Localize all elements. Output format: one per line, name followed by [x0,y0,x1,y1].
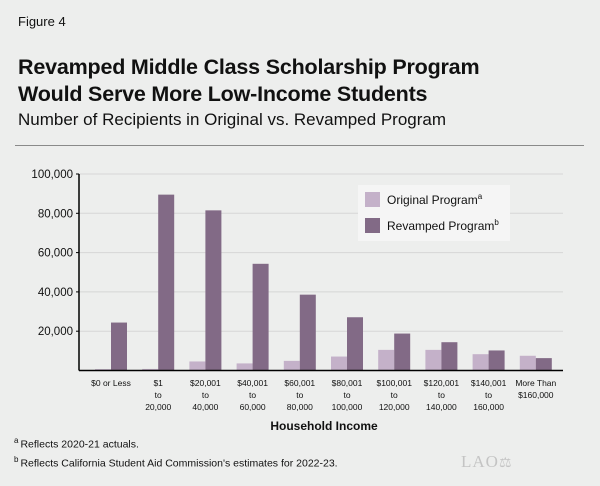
x-tick-label: $140,001 [471,378,507,388]
x-tick-label: 100,000 [332,402,363,412]
footnote-text: Reflects 2020-21 actuals. [20,438,139,451]
x-tick-label: to [438,390,445,400]
bar-revamped [347,317,363,371]
x-tick-label: $80,001 [332,378,363,388]
x-tick-label: 120,000 [379,402,410,412]
y-tick-label: 60,000 [38,248,73,260]
x-tick-label: to [485,390,492,400]
bar-original [283,360,300,371]
footnote-text: Reflects California Student Aid Commissi… [20,457,338,470]
bar-original [142,368,159,371]
bar-original [189,361,206,371]
title-line-1: Revamped Middle Class Scholarship Progra… [18,55,480,79]
x-tick-label: $120,001 [424,378,460,388]
x-tick-label: More Than [515,378,556,388]
bar-original [331,356,347,371]
bar-revamped [535,358,552,371]
x-tick-label: $100,001 [376,378,412,388]
x-tick-label: $160,000 [518,390,554,400]
bar-revamped [299,294,316,371]
x-tick-label: 40,000 [192,402,218,412]
y-tick-label: 80,000 [38,208,73,220]
x-tick-label: 160,000 [473,402,504,412]
y-tick-label: 100,000 [31,169,73,181]
x-tick-label: to [155,390,162,400]
chart-title: Revamped Middle Class Scholarship Progra… [18,54,480,108]
x-tick-label: $60,001 [284,378,315,388]
legend-box [358,185,510,241]
y-tick-label: 40,000 [38,287,73,299]
x-tick-label: 60,000 [240,402,266,412]
x-tick-label: to [391,390,398,400]
bar-original [425,349,442,371]
legend-swatch [365,192,380,207]
x-tick-label: $20,001 [190,378,221,388]
title-line-2: Would Serve More Low-Income Students [18,82,428,106]
legend-label: Revamped Programb [387,218,499,233]
footnote-marker: a [14,436,19,445]
x-tick-label: $0 or Less [91,378,131,388]
footnote-b: b Reflects California Student Aid Commiss… [14,455,338,470]
bar-revamped [111,322,127,371]
x-axis-label: Household Income [270,419,378,433]
footnote-a: a Reflects 2020-21 actuals. [14,436,139,451]
footnote-marker: b [14,455,19,464]
figure-label: Figure 4 [18,14,66,29]
bar-revamped [441,342,458,371]
y-tick-label: 20,000 [38,326,73,338]
bar-revamped [394,333,411,371]
bar-original [519,355,536,371]
legend-label: Original Programa [387,192,483,207]
x-tick-label: to [249,390,256,400]
bar-original [378,349,395,371]
bar-revamped [158,194,175,371]
legend-text: Revamped Program [387,219,494,233]
bar-original [472,354,489,371]
x-tick-label: to [202,390,209,400]
x-tick-label: $40,001 [237,378,268,388]
legend-swatch [365,218,380,233]
bar-revamped [488,350,505,371]
divider [15,145,584,146]
legend-footnote-marker: b [494,218,499,227]
bar-original [236,363,253,371]
x-tick-label: 20,000 [145,402,171,412]
x-tick-label: $1 [153,378,163,388]
bar-revamped [252,263,269,371]
legend-text: Original Program [387,193,478,207]
bar-revamped [205,210,222,371]
x-tick-label: to [296,390,303,400]
x-tick-label: 80,000 [287,402,313,412]
legend-footnote-marker: a [478,192,483,201]
x-tick-label: 140,000 [426,402,457,412]
chart-subtitle: Number of Recipients in Original vs. Rev… [18,110,447,129]
x-tick-label: to [343,390,350,400]
lao-logo: LAO⚖ [461,452,513,471]
